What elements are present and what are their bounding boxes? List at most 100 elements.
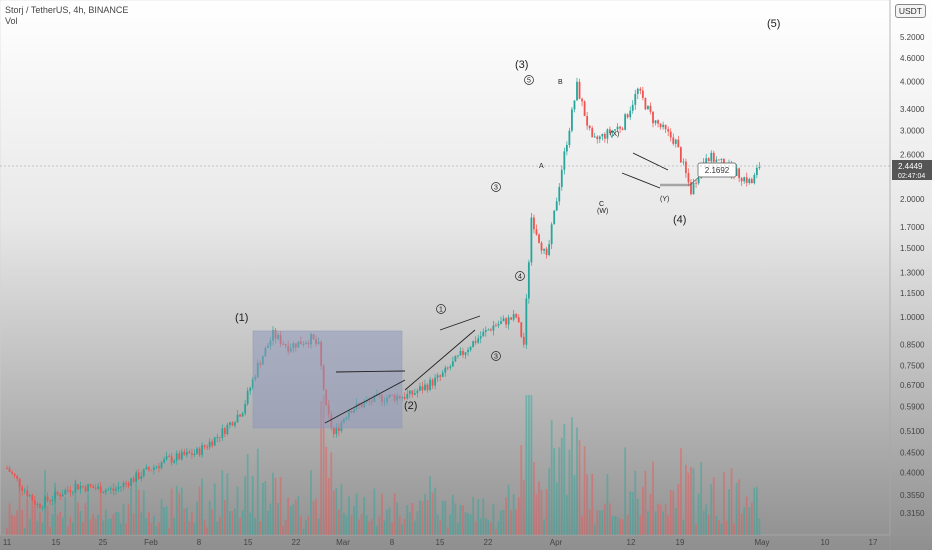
volume-bar <box>358 519 361 535</box>
volume-bar <box>368 521 371 535</box>
candle-body <box>444 367 447 373</box>
candle-body <box>173 460 176 463</box>
wave-label-A: A <box>539 163 544 170</box>
volume-bar <box>723 472 725 535</box>
time-tick-label: Apr <box>550 538 563 547</box>
volume-bar <box>251 475 254 535</box>
volume-bar <box>259 520 262 535</box>
volume-bar <box>163 507 165 535</box>
candle-body <box>707 158 710 162</box>
candle-body <box>690 182 692 195</box>
volume-bar <box>690 466 692 535</box>
volume-bar <box>548 467 551 535</box>
price-axis[interactable]: 5.2000 4.6000 4.0000 3.4000 3.0000 2.6000 2.00… <box>900 33 925 518</box>
candle-body <box>92 486 95 489</box>
candle-body <box>558 186 561 202</box>
candle-body <box>193 453 196 455</box>
candle-body <box>677 139 680 148</box>
candle-body <box>492 325 495 331</box>
price-callout[interactable]: 2.1692 <box>689 162 737 186</box>
candle-body <box>568 130 571 146</box>
candle-body <box>185 451 188 456</box>
volume-bar <box>208 500 211 535</box>
volume-bar <box>289 506 292 535</box>
volume-bar <box>522 479 525 535</box>
candle-body <box>609 129 611 133</box>
candle-body <box>451 361 454 367</box>
volume-bar <box>540 489 543 535</box>
volume-bar <box>745 496 748 535</box>
wedge3-upper-line <box>632 152 669 171</box>
volume-bar <box>188 521 191 535</box>
volume-bar <box>54 482 57 535</box>
candle-body <box>21 486 24 491</box>
candle-body <box>211 441 214 446</box>
candle-body <box>33 500 36 505</box>
candle-body <box>158 466 160 469</box>
volume-bar <box>117 512 120 535</box>
volume-bar <box>173 518 176 535</box>
candle-body <box>337 426 340 431</box>
candle-body <box>61 494 64 497</box>
volume-bar <box>743 506 746 535</box>
candle-body <box>6 468 8 470</box>
candle-body <box>218 437 221 439</box>
candle-body <box>44 496 46 508</box>
symbol-title[interactable]: Storj / TetherUS, 4h, BINANCE <box>5 5 129 15</box>
time-axis[interactable]: 11 15 25 Feb 8 15 22 Mar 8 15 22 Apr 12 19 May 10 17 <box>3 538 878 547</box>
volume-bar <box>299 515 302 535</box>
consolidation-zone[interactable] <box>252 330 403 429</box>
volume-bar <box>700 462 703 535</box>
volume-bar <box>386 509 388 535</box>
volume-bar <box>74 481 77 535</box>
candle-body <box>578 81 581 99</box>
volume-bar <box>31 494 34 535</box>
time-tick-label: 8 <box>197 538 202 547</box>
candle-body <box>69 490 72 493</box>
candle-body <box>586 116 589 126</box>
volume-bar <box>512 494 515 535</box>
candle-body <box>464 352 467 355</box>
candle-body <box>441 372 444 377</box>
wave-label-W: (W) <box>597 208 608 215</box>
volume-bar <box>294 499 297 535</box>
candle-body <box>64 489 67 495</box>
volume-bar <box>707 514 710 535</box>
volume-bar <box>335 488 338 535</box>
candle-body <box>454 356 457 362</box>
price-tick-label: 4.0000 <box>900 78 925 87</box>
candle-body <box>28 495 31 497</box>
currency-badge[interactable]: USDT <box>894 4 926 18</box>
candle-body <box>614 129 616 131</box>
volume-bar <box>254 517 257 535</box>
candle-body <box>482 331 485 337</box>
candle-body <box>112 488 115 491</box>
volume-bar <box>64 496 67 535</box>
candle-body <box>115 488 117 491</box>
volume-bar <box>206 527 209 535</box>
candle-body <box>49 500 51 502</box>
volume-bar <box>396 502 399 535</box>
volume-bar <box>692 468 695 535</box>
volume-bar <box>302 528 305 535</box>
candle-body <box>479 336 482 339</box>
volume-bar <box>256 448 259 535</box>
volume-bar <box>104 509 107 535</box>
price-tick-label: 2.6000 <box>900 151 925 160</box>
trendlines[interactable] <box>324 152 669 424</box>
candle-body <box>695 182 697 184</box>
volume-bar <box>489 522 492 535</box>
volume-bar <box>426 499 429 535</box>
candle-body <box>79 485 82 490</box>
volume-bar <box>305 519 307 535</box>
price-tick-label: 0.4000 <box>900 468 925 477</box>
volume-bar <box>185 507 188 535</box>
time-tick-label: 25 <box>99 538 108 547</box>
volume-bar <box>107 518 110 535</box>
candle-body <box>720 159 723 161</box>
volume-bar <box>687 472 690 535</box>
volume-bar <box>234 508 236 535</box>
volume-bar <box>634 470 637 535</box>
candle-body <box>203 445 206 447</box>
